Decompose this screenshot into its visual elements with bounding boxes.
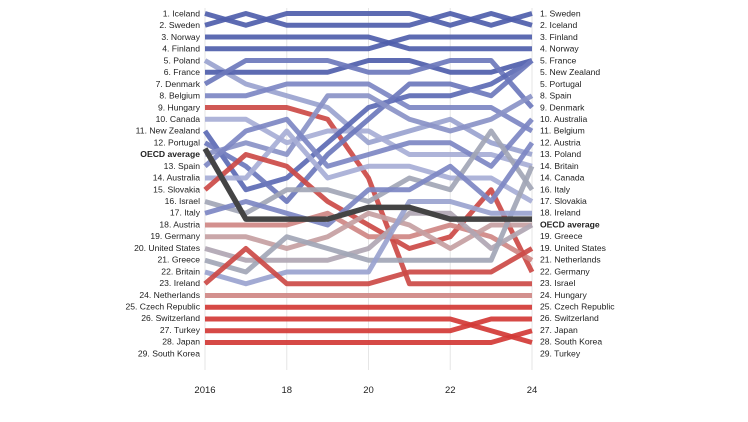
end-label: 23. Israel	[540, 278, 575, 288]
series-line-denmark	[203, 58, 534, 110]
start-label: 29. South Korea	[138, 348, 200, 358]
series-line-netherlands	[203, 246, 534, 287]
x-tick-label: 20	[363, 385, 374, 396]
series-line-belgium	[205, 81, 534, 134]
series-line-ireland	[204, 199, 532, 287]
end-label: 11. Belgium	[540, 126, 585, 136]
end-label: 1. Sweden	[540, 9, 581, 19]
x-tick-label: 2016	[194, 385, 215, 396]
end-label: 19. Greece	[540, 231, 583, 241]
start-label: 22. Britain	[161, 266, 200, 276]
series-line-finland	[205, 34, 532, 52]
series-line-sweden	[204, 11, 533, 28]
end-label: OECD average	[540, 219, 600, 229]
series-line-turkey	[205, 316, 533, 345]
series-line-japan	[205, 316, 532, 334]
start-label: 6. France	[164, 67, 201, 77]
end-label: 24. Hungary	[540, 290, 588, 300]
start-label: 7. Denmark	[156, 79, 201, 89]
end-label: 9. Denmark	[540, 102, 585, 112]
end-label: 3. Finland	[540, 32, 578, 42]
end-label: 8. Spain	[540, 91, 572, 101]
series-line-oecd-average	[202, 147, 532, 222]
start-label: 2. Sweden	[159, 20, 200, 30]
end-label: 5. New Zealand	[540, 67, 600, 77]
start-label: 17. Italy	[170, 208, 201, 218]
end-label: 5. France	[540, 55, 577, 65]
start-label: 20. United States	[134, 243, 200, 253]
start-label: 24. Netherlands	[139, 290, 200, 300]
series-line-spain	[204, 93, 534, 157]
start-label: OECD average	[140, 149, 200, 159]
end-label: 13. Poland	[540, 149, 581, 159]
end-label: 27. Japan	[540, 325, 578, 335]
start-label: 16. Israel	[165, 196, 200, 206]
end-label: 10. Australia	[540, 114, 588, 124]
end-label: 17. Slovakia	[540, 196, 587, 206]
start-label: 15. Slovakia	[153, 184, 200, 194]
start-label: 8. Belgium	[159, 91, 200, 101]
end-label: 29. Turkey	[540, 348, 581, 358]
end-label: 2. Iceland	[540, 20, 577, 30]
x-tick-label: 24	[527, 385, 538, 396]
start-label: 27. Turkey	[160, 325, 201, 335]
end-label: 14. Britain	[540, 161, 579, 171]
end-label: 5. Portugal	[540, 79, 582, 89]
end-label: 26. Switzerland	[540, 313, 599, 323]
series-line-slovakia	[205, 128, 534, 204]
start-label: 23. Ireland	[159, 278, 200, 288]
series-line-poland	[203, 58, 533, 157]
series-line-iceland	[204, 11, 533, 28]
series-line-israel	[203, 152, 535, 274]
end-label: 4. Norway	[540, 44, 579, 54]
start-label: 26. Switzerland	[141, 313, 200, 323]
start-label: 9. Hungary	[158, 102, 201, 112]
series-line-new-zealand	[202, 58, 534, 193]
start-label: 3. Norway	[161, 32, 200, 42]
start-label: 21. Greece	[157, 255, 200, 265]
series-line-south-korea	[205, 328, 533, 345]
series-line-austria	[204, 141, 535, 228]
start-label: 11. New Zealand	[136, 126, 201, 136]
start-label: 19. Germany	[150, 231, 200, 241]
start-label: 14. Australia	[153, 173, 201, 183]
start-label: 10. Canada	[156, 114, 201, 124]
series-line-hungary	[205, 105, 532, 287]
end-label: 16. Italy	[540, 184, 571, 194]
end-label: 19. United States	[540, 243, 606, 253]
end-label: 18. Ireland	[540, 208, 581, 218]
start-label: 5. Poland	[164, 55, 201, 65]
end-label: 21. Netherlands	[540, 255, 601, 265]
start-label: 12. Portugal	[154, 137, 200, 147]
series-line-portugal	[203, 58, 534, 204]
end-label: 28. South Korea	[540, 337, 602, 347]
start-label: 25. Czech Republic	[125, 302, 200, 312]
start-label: 1. Iceland	[163, 9, 200, 19]
x-tick-label: 18	[281, 385, 292, 396]
start-label: 28. Japan	[162, 337, 200, 347]
end-label: 12. Austria	[540, 137, 581, 147]
end-label: 22. Germany	[540, 266, 590, 276]
start-label: 13. Spain	[164, 161, 201, 171]
end-label: 25. Czech Republic	[540, 302, 615, 312]
start-label: 18. Austria	[159, 219, 200, 229]
series-line-united-states	[205, 210, 532, 251]
start-label: 4. Finland	[162, 44, 200, 54]
series-line-norway	[205, 34, 532, 52]
x-axis: 2016 18 20 22 24	[194, 385, 537, 396]
x-tick-label: 22	[445, 385, 456, 396]
series-line-australia	[203, 116, 534, 169]
series-line-france	[205, 58, 533, 75]
end-label: 14. Canada	[540, 173, 585, 183]
series-lines	[202, 11, 535, 345]
